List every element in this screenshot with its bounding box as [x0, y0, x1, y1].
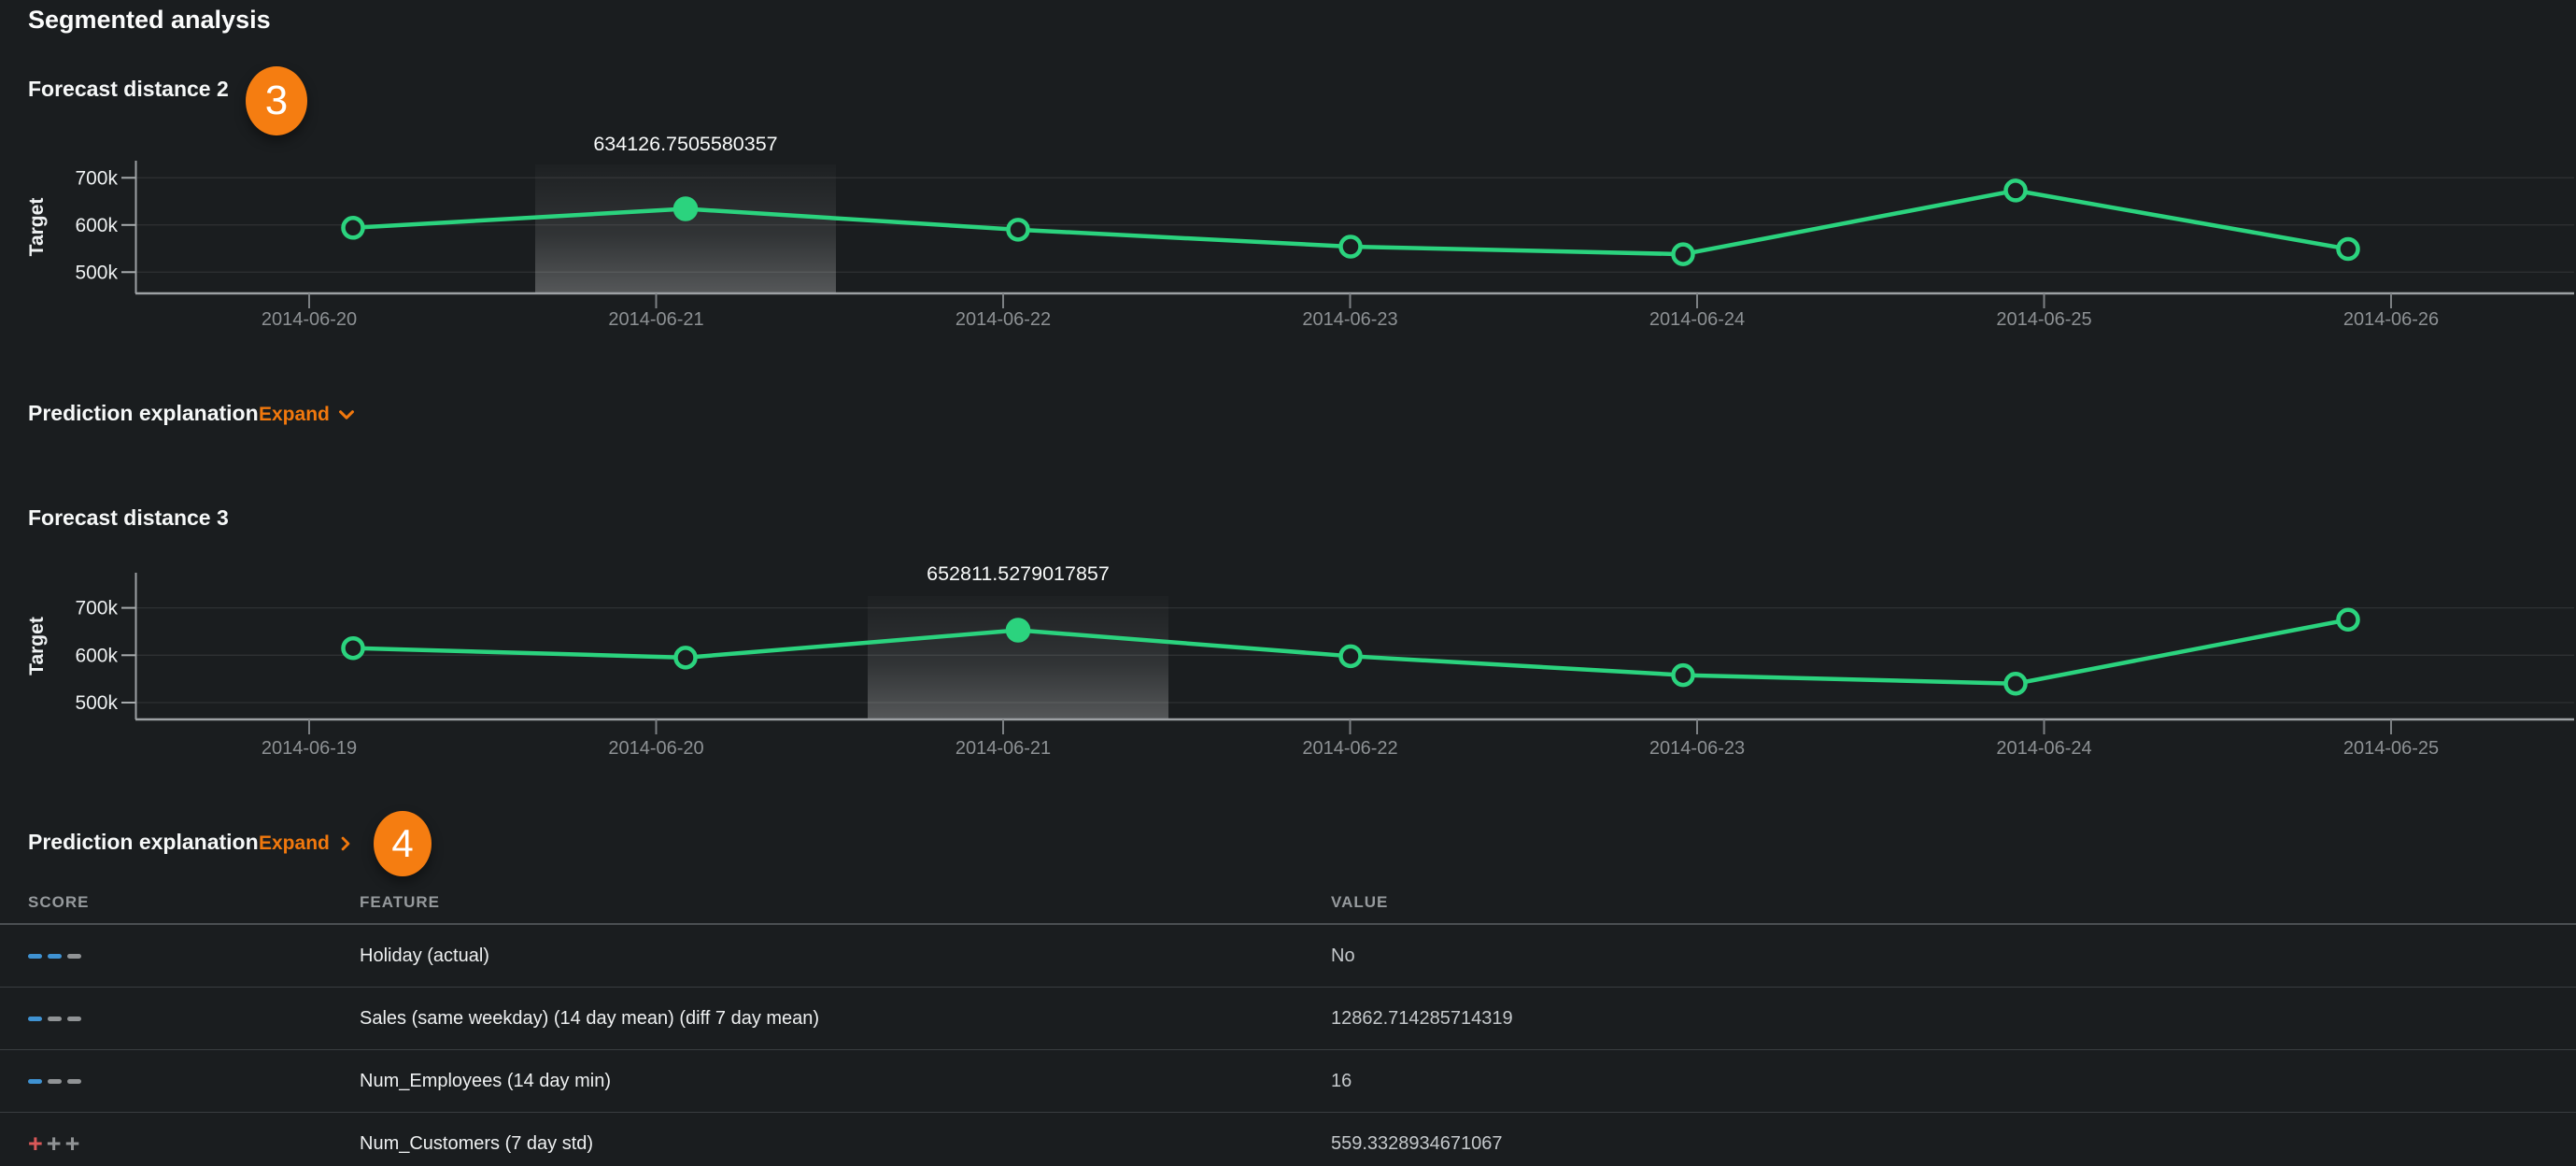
chevron-right-icon [336, 833, 355, 854]
score-dash-icon [48, 1078, 62, 1084]
y-tick-label: 600k [75, 215, 118, 236]
prediction-explanation-table: SCORE FEATURE VALUE Holiday (actual) No Sa… [0, 882, 2576, 1166]
y-axis-title: Target [26, 198, 48, 257]
y-tick-label: 500k [75, 262, 118, 283]
score-cell: + + + [28, 1113, 80, 1166]
data-point[interactable] [2336, 607, 2360, 633]
highlighted-data-point[interactable] [672, 196, 699, 221]
data-point[interactable] [2003, 178, 2028, 203]
expand-link-2-label: Expand [259, 832, 330, 854]
annotation-badge-3: 3 [246, 66, 307, 135]
table-row: Num_Employees (14 day min) 16 [0, 1050, 2576, 1113]
x-tick-label: 2014-06-20 [262, 309, 357, 330]
value-cell: 16 [1331, 1070, 1352, 1091]
score-dash-icon [28, 1078, 42, 1084]
data-point[interactable] [1338, 644, 1363, 669]
y-axis-title: Target [26, 617, 48, 675]
value-cell: No [1331, 945, 1355, 966]
page-title: Segmented analysis [28, 6, 271, 34]
x-tick-label: 2014-06-22 [1302, 738, 1397, 759]
x-tick-label: 2014-06-26 [2343, 309, 2439, 330]
x-tick-label: 2014-06-24 [1649, 309, 1745, 330]
expand-link-2[interactable]: Expand [259, 832, 355, 855]
score-cell [28, 988, 81, 1049]
expand-link-1-label: Expand [259, 404, 330, 425]
chevron-down-icon [336, 405, 357, 425]
score-dash-icon [48, 953, 62, 959]
column-header-score: SCORE [28, 893, 90, 911]
forecast-distance-2-chart[interactable]: 700k 600k 500k 2014-06-20 2014-06-21 2014-06-… [0, 131, 2576, 350]
feature-cell: Num_Customers (7 day std) [360, 1132, 594, 1154]
highlight-band [868, 596, 1168, 719]
data-point[interactable] [2003, 671, 2028, 696]
x-tick-label: 2014-06-25 [1996, 309, 2091, 330]
value-cell: 12862.714285714319 [1331, 1007, 1513, 1029]
data-point[interactable] [341, 216, 365, 240]
x-tick-label: 2014-06-19 [262, 738, 357, 759]
y-tick-label: 700k [75, 167, 118, 189]
data-point[interactable] [1338, 235, 1363, 259]
x-tick-label: 2014-06-20 [608, 738, 703, 759]
y-tick-label: 700k [75, 598, 118, 619]
y-tick-label: 600k [75, 645, 118, 666]
data-point[interactable] [2336, 236, 2360, 262]
forecast-distance-3-chart[interactable]: 700k 600k 500k 2014-06-19 2014-06-20 2014-06-… [0, 542, 2576, 771]
table-row: Holiday (actual) No [0, 925, 2576, 988]
prediction-explanation-row-1: Prediction explanation Expand [28, 401, 588, 429]
annotation-badge-4-number: 4 [391, 821, 414, 865]
score-dash-icon [67, 953, 81, 959]
expand-link-1[interactable]: Expand [259, 404, 357, 426]
point-value-label: 652811.5279017857 [927, 562, 1110, 585]
score-dash-icon [48, 1016, 62, 1021]
x-tick-label: 2014-06-22 [955, 309, 1051, 330]
score-dash-icon [67, 1016, 81, 1021]
x-tick-label: 2014-06-23 [1302, 309, 1397, 330]
score-dash-icon [28, 953, 42, 959]
table-body: Holiday (actual) No Sales (same weekday) (… [0, 925, 2576, 1166]
prediction-explanation-title-1: Prediction explanation [28, 401, 259, 425]
data-point[interactable] [1006, 218, 1030, 242]
point-value-label: 634126.7505580357 [593, 133, 777, 155]
annotation-badge-4: 4 [374, 811, 432, 876]
table-row: Sales (same weekday) (14 day mean) (diff… [0, 988, 2576, 1050]
prediction-explanation-title-2: Prediction explanation [28, 830, 259, 854]
data-point[interactable] [341, 635, 365, 661]
section-title-forecast-distance-2: Forecast distance 2 [28, 77, 229, 101]
x-tick-label: 2014-06-25 [2343, 738, 2439, 759]
highlight-band [535, 164, 836, 293]
highlighted-data-point[interactable] [1005, 618, 1031, 643]
x-tick-label: 2014-06-21 [608, 309, 703, 330]
feature-cell: Holiday (actual) [360, 945, 489, 966]
feature-cell: Num_Employees (14 day min) [360, 1070, 611, 1091]
score-plus-icon: + [28, 1130, 43, 1158]
score-plus-icon: + [46, 1130, 62, 1158]
data-point[interactable] [1671, 662, 1695, 688]
section-title-forecast-distance-3: Forecast distance 3 [28, 505, 229, 530]
x-tick-label: 2014-06-21 [955, 738, 1051, 759]
column-header-value: VALUE [1331, 893, 1389, 911]
table-row: + + + Num_Customers (7 day std) 559.33289346… [0, 1113, 2576, 1166]
table-header-row: SCORE FEATURE VALUE [0, 882, 2576, 925]
column-header-feature: FEATURE [360, 893, 441, 911]
score-cell [28, 1050, 81, 1112]
y-tick-label: 500k [75, 692, 118, 714]
x-tick-label: 2014-06-23 [1649, 738, 1745, 759]
value-cell: 559.3328934671067 [1331, 1132, 1503, 1154]
data-point[interactable] [673, 646, 698, 670]
feature-cell: Sales (same weekday) (14 day mean) (diff… [360, 1007, 820, 1029]
score-cell [28, 925, 81, 987]
score-plus-icon: + [64, 1130, 80, 1158]
data-point[interactable] [1671, 242, 1695, 266]
annotation-badge-3-number: 3 [264, 78, 289, 123]
x-tick-label: 2014-06-24 [1996, 738, 2091, 759]
score-dash-icon [67, 1078, 81, 1084]
score-dash-icon [28, 1016, 42, 1021]
prediction-explanation-row-2: Prediction explanation Expand [28, 830, 588, 858]
